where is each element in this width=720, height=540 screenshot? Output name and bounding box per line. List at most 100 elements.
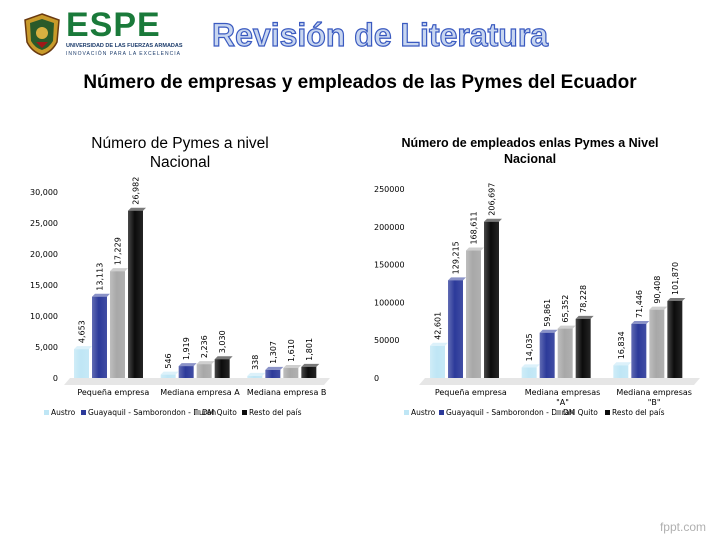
category-label: "B": [648, 398, 661, 407]
y-tick-label: 10,000: [30, 312, 58, 321]
bar-top: [539, 329, 558, 333]
data-label: 13,113: [96, 263, 105, 291]
bar: [196, 364, 212, 378]
bar-top: [247, 372, 266, 376]
legend-swatch: [556, 410, 561, 415]
legend-label: Austro: [51, 408, 76, 417]
category-label: Mediana empresas: [616, 388, 692, 397]
bar-top: [214, 356, 233, 360]
y-tick-label: 150000: [374, 261, 405, 270]
footer-watermark: fppt.com: [659, 520, 706, 534]
bar: [92, 296, 107, 378]
category-label: "A": [556, 398, 569, 407]
bar-top: [178, 363, 197, 367]
bar: [649, 309, 665, 378]
data-label: 17,229: [114, 237, 123, 265]
bar: [74, 349, 89, 378]
legend-swatch: [242, 410, 247, 415]
chart-title: Número de Pymes a nivel Nacional: [91, 135, 269, 171]
bar: [214, 359, 230, 378]
slide-subtitle: Número de empresas y empleados de las Py…: [83, 72, 637, 93]
y-tick-label: 5,000: [35, 343, 58, 352]
bar: [539, 332, 555, 378]
bar: [557, 328, 573, 378]
data-label: 1,610: [287, 339, 296, 362]
chart-floor: [64, 378, 330, 385]
legend-label: Resto del país: [249, 408, 302, 417]
bar-top: [110, 268, 128, 272]
data-label: 1,801: [305, 338, 314, 361]
category-label: Mediana empresa A: [160, 388, 240, 397]
legend-label: DM Quito: [563, 408, 598, 417]
legend-swatch: [605, 410, 610, 415]
y-tick-label: 20,000: [30, 250, 58, 259]
bar-top: [649, 306, 668, 310]
data-label: 338: [251, 355, 260, 370]
bar: [160, 374, 176, 378]
data-label: 78,228: [579, 285, 588, 313]
bar: [128, 210, 143, 378]
bar: [265, 369, 281, 378]
legend-label: DM Quito: [202, 408, 237, 417]
legend-swatch: [81, 410, 86, 415]
y-tick-label: 50000: [374, 336, 399, 345]
chart-plot: 0 5,000 10,000 15,000 20,000 25,000 30,000 4,65…: [30, 177, 330, 417]
data-label: 1,307: [269, 341, 278, 364]
bar: [283, 368, 299, 378]
bar: [247, 375, 263, 378]
logo-tagline: INNOVACIÓN PARA LA EXCELENCIA: [66, 51, 181, 57]
bar-top: [466, 247, 484, 251]
data-label: 546: [164, 353, 173, 368]
bar: [466, 250, 481, 378]
bar: [301, 366, 317, 378]
bar-top: [448, 277, 466, 281]
bar: [575, 318, 591, 378]
data-label: 168,611: [470, 211, 479, 244]
legend-swatch: [44, 410, 49, 415]
chart-plot: 0 50000 100000 150000 200000 250000 42,601 129,…: [374, 183, 700, 417]
legend-swatch: [404, 410, 409, 415]
bar-top: [74, 346, 92, 350]
legend-label: Guayaquil - Samborondon - Duran: [446, 408, 574, 417]
bar-top: [430, 342, 448, 346]
bar-top: [557, 325, 576, 329]
category-label: Pequeña empresa: [77, 388, 149, 397]
y-tick-label: 0: [53, 374, 58, 383]
bar-top: [128, 207, 146, 211]
category-label: Mediana empresas: [525, 388, 601, 397]
data-label: 16,834: [617, 331, 626, 359]
bar-top: [631, 320, 650, 324]
y-tick-label: 100000: [374, 298, 405, 307]
data-label: 3,030: [218, 330, 227, 353]
data-label: 101,870: [671, 262, 680, 295]
bar: [613, 365, 629, 378]
data-label: 59,861: [543, 299, 552, 327]
category-label: Mediana empresa B: [247, 388, 326, 397]
data-label: 1,919: [182, 337, 191, 360]
data-label: 90,408: [653, 276, 662, 304]
bar-top: [484, 218, 502, 222]
data-label: 4,653: [78, 320, 87, 343]
bar-top: [196, 361, 215, 365]
chart-floor: [419, 378, 700, 385]
legend-swatch: [195, 410, 200, 415]
bar: [521, 367, 537, 378]
bar-top: [92, 293, 110, 297]
y-tick-label: 250000: [374, 185, 405, 194]
header: ESPE UNIVERSIDAD DE LAS FUERZAS ARMADAS …: [0, 0, 720, 62]
bar-top: [160, 371, 179, 375]
bar-top: [265, 366, 284, 370]
category-label: Pequeña empresa: [435, 388, 507, 397]
bar-top: [521, 364, 540, 368]
legend-label: Guayaquil - Samborondon - Duran: [88, 408, 216, 417]
slide-title: Revisión de Literatura: [211, 16, 549, 53]
bar: [430, 345, 445, 378]
y-tick-label: 0: [374, 374, 379, 383]
bar-top: [613, 362, 632, 366]
logo-subtitle: UNIVERSIDAD DE LAS FUERZAS ARMADAS: [66, 43, 183, 49]
bar: [110, 271, 125, 378]
bar: [178, 366, 194, 378]
data-label: 129,215: [452, 241, 461, 274]
chart-empleados: Número de empleados enlas Pymes a Nivel …: [360, 120, 720, 430]
y-tick-label: 15,000: [30, 281, 58, 290]
